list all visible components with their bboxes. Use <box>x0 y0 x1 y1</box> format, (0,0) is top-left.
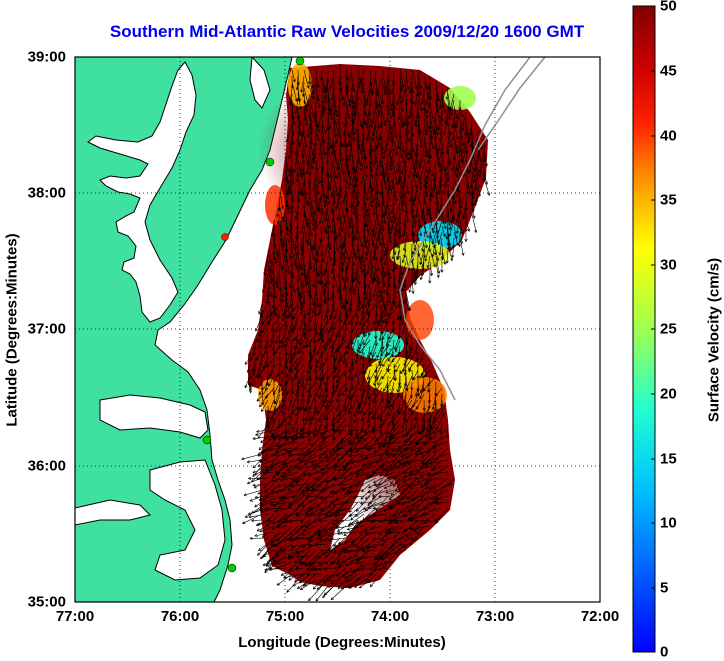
velocity-low-patch <box>444 86 476 110</box>
albemarle-sound <box>99 394 209 439</box>
velocity-low-patch <box>406 300 434 340</box>
plot-frame <box>74 56 601 603</box>
velocity-low-patch <box>390 241 450 269</box>
velocity-low-patch <box>352 331 404 359</box>
grid-lines <box>75 57 600 602</box>
colorbar-tick-label: 35 <box>660 191 677 209</box>
y-tick-label: 39:00 <box>27 48 66 66</box>
colorbar-tick-label: 15 <box>660 450 677 468</box>
station-marker-icon <box>221 233 229 241</box>
velocity-arrows <box>241 63 491 602</box>
velocity-peak-zone <box>258 70 438 230</box>
pamlico-sound <box>149 459 226 581</box>
bathymetry-contour <box>477 57 546 151</box>
colorbar-tick-label: 50 <box>660 0 677 15</box>
x-tick-label: 72:00 <box>580 608 620 625</box>
colorbar-tick-label: 25 <box>660 320 677 338</box>
x-tick-label: 74:00 <box>370 608 410 625</box>
x-tick-label: 77:00 <box>55 608 95 625</box>
bathymetry-contour <box>399 57 531 401</box>
y-tick-label: 36:00 <box>27 457 66 475</box>
colorbar-ticks <box>651 70 655 589</box>
colorbar-tick-label: 40 <box>660 127 677 145</box>
delaware-bay <box>249 57 271 109</box>
arrow-vector-icon <box>241 63 491 602</box>
river-inlet <box>75 499 151 526</box>
station-marker-icon <box>295 57 305 66</box>
colorbar-tick-label: 10 <box>660 514 677 532</box>
station-marker-icon <box>202 435 212 445</box>
x-tick-label: 75:00 <box>265 608 305 625</box>
x-tick-label: 73:00 <box>475 608 515 625</box>
y-tick-label: 38:00 <box>27 184 66 202</box>
colorbar-tick-label: 45 <box>660 62 677 80</box>
colorbar-tick-label: 0 <box>660 643 669 661</box>
station-marker-icon <box>227 563 237 573</box>
x-axis-label: Longitude (Degrees:Minutes) <box>238 634 446 651</box>
y-tick-label: 35:00 <box>27 593 66 611</box>
colorbar-tick-label: 20 <box>660 385 677 403</box>
colorbar-tick-label: 30 <box>660 256 677 274</box>
chesapeake-bay <box>87 61 197 323</box>
colorbar-tick-label: 5 <box>660 579 669 597</box>
y-tick-label: 37:00 <box>27 320 66 338</box>
x-tick-label: 76:00 <box>160 608 200 625</box>
map-title: Southern Mid-Atlantic Raw Velocities 200… <box>109 22 585 41</box>
station-marker-icon <box>265 157 275 167</box>
